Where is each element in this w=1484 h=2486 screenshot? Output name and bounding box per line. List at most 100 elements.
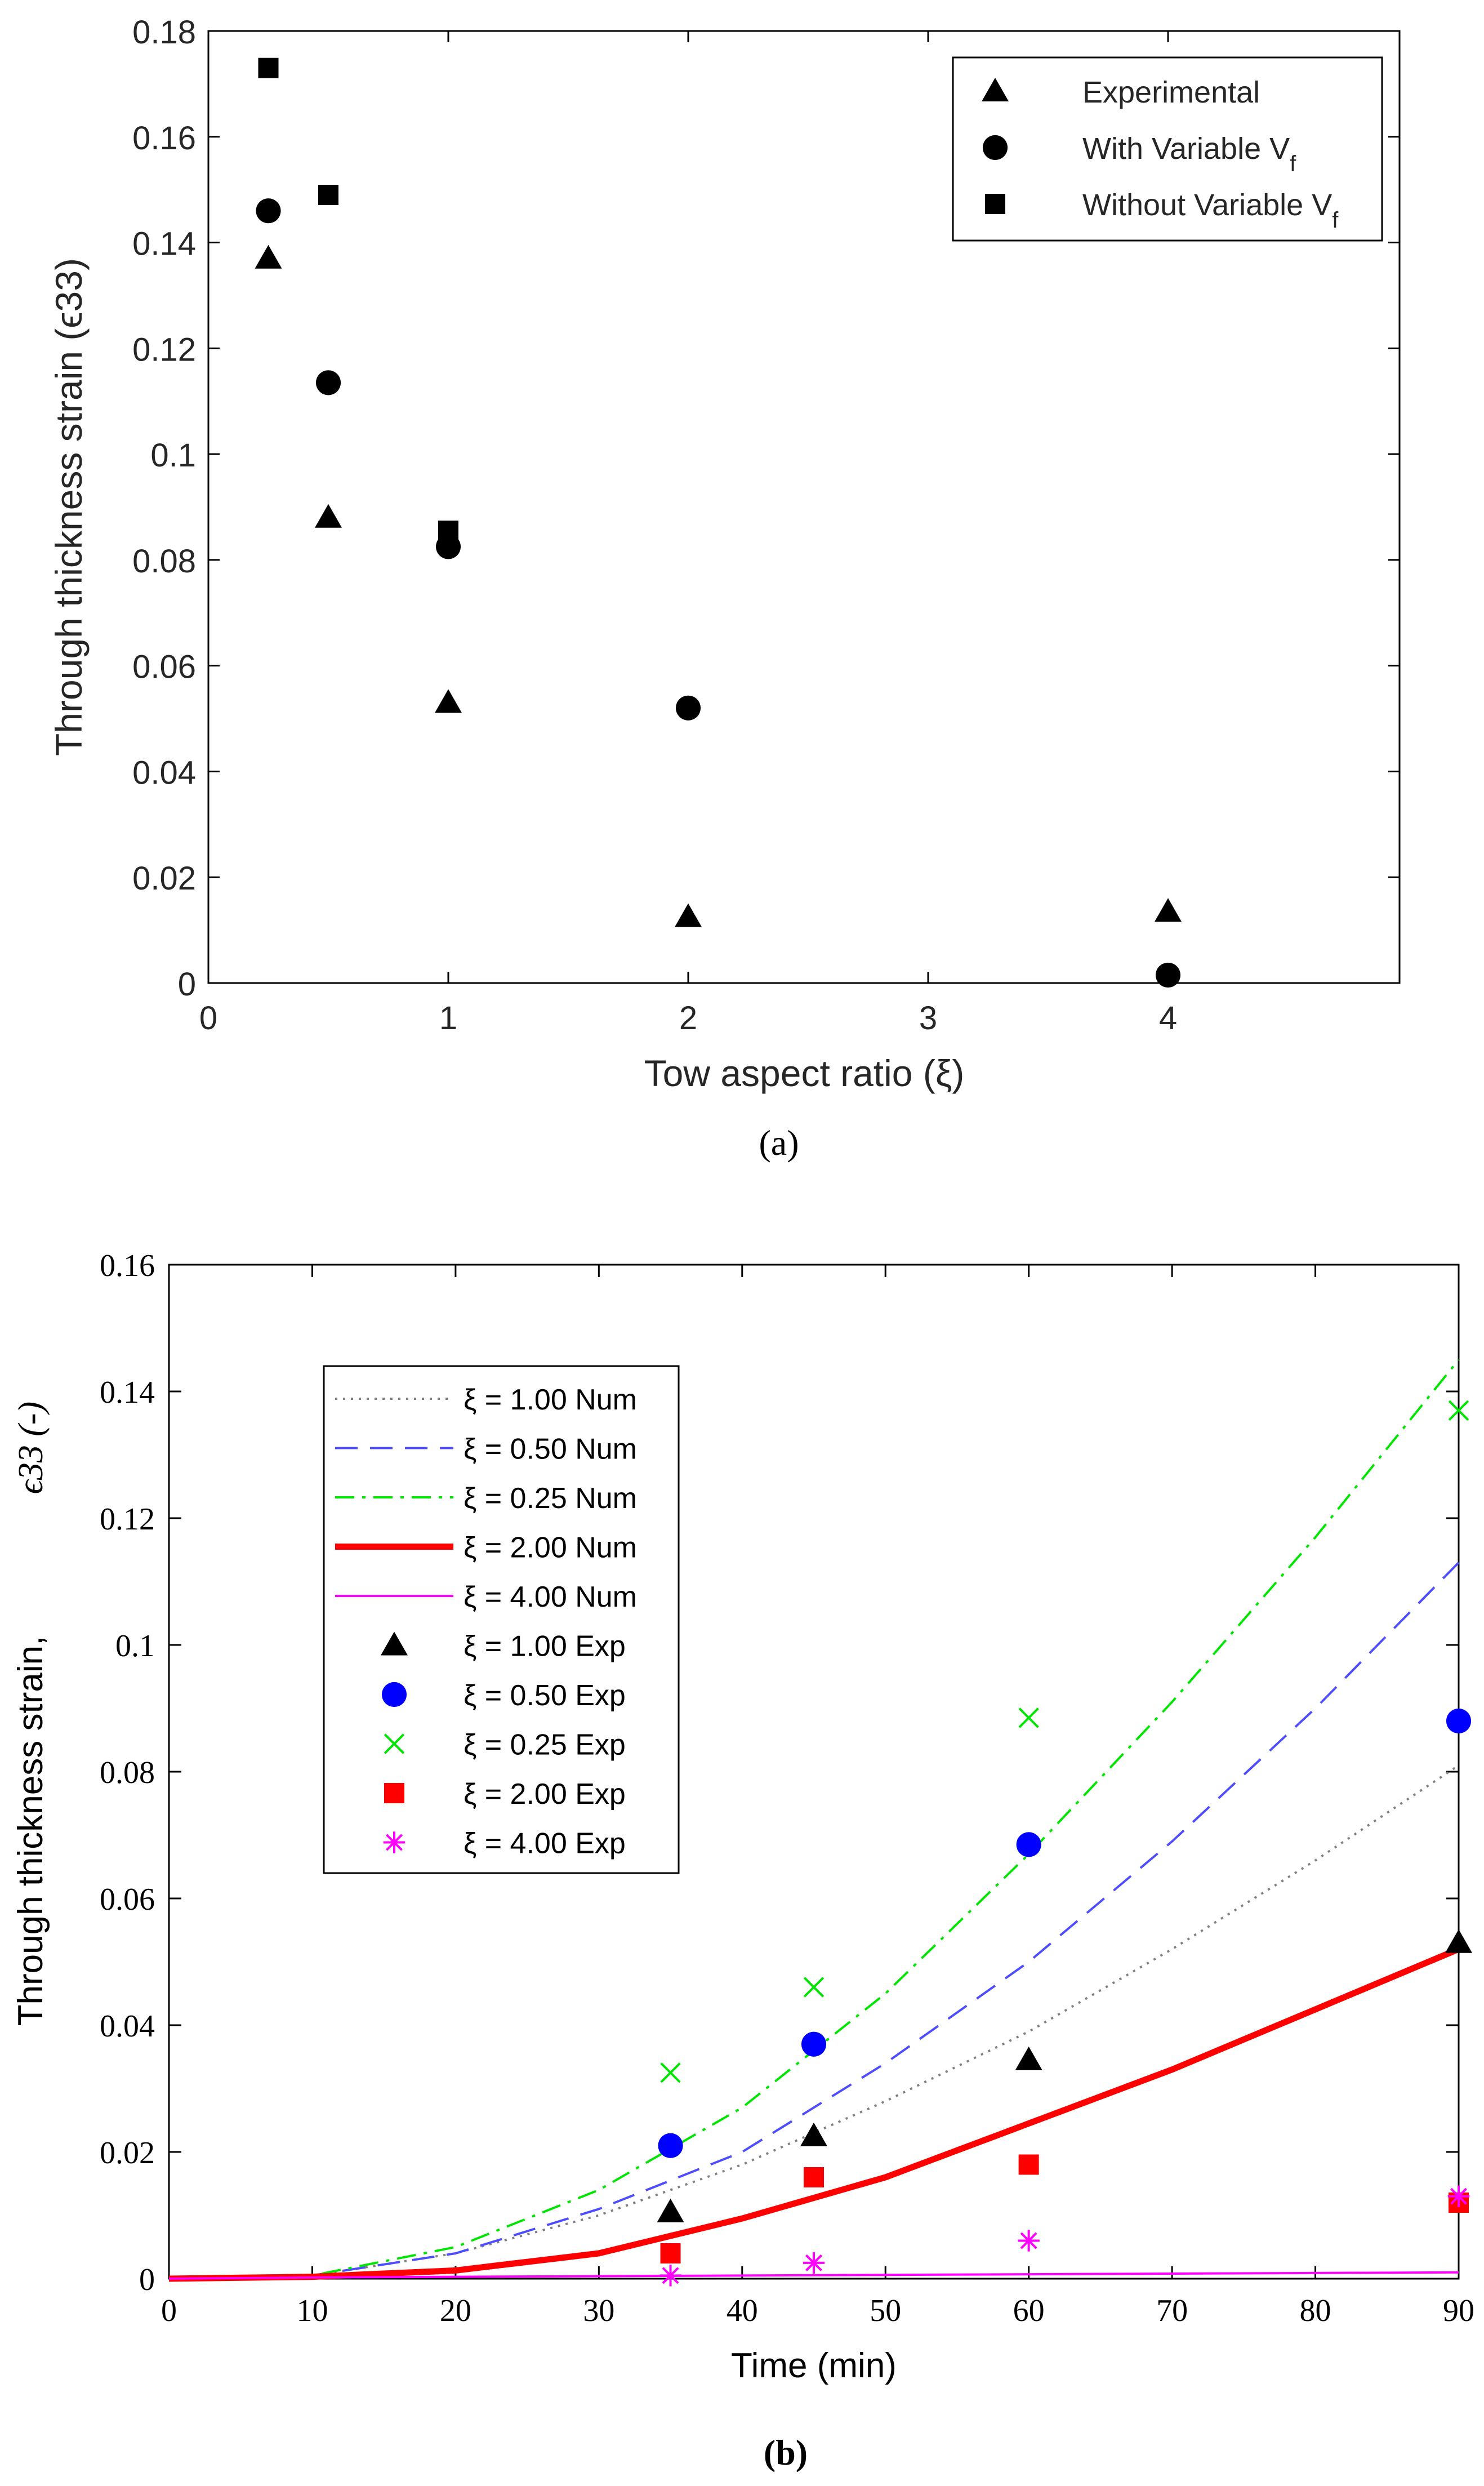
y-tick-label: 0.14 xyxy=(132,226,196,263)
x-tick-label: 2 xyxy=(679,1000,697,1037)
data-point-circle xyxy=(1446,1708,1472,1734)
data-point-x xyxy=(660,2062,681,2083)
x-tick-label: 90 xyxy=(1443,2293,1474,2328)
y-tick-label: 0 xyxy=(178,966,196,1003)
legend-label: Experimental xyxy=(1082,75,1260,109)
data-point-square xyxy=(804,2167,824,2187)
y-tick-label: 0.12 xyxy=(100,1502,155,1537)
chart-b-legend: ξ = 1.00 Num ξ = 0.50 Num ξ = 0.25 Num ξ = … xyxy=(323,1365,680,1874)
y-tick-label: 0.04 xyxy=(132,754,196,791)
series-line-solid xyxy=(168,2271,1459,2280)
y-tick-label: 0 xyxy=(139,2262,155,2297)
y-tick-label: 0.1 xyxy=(150,437,196,474)
y-tick-label: 0.16 xyxy=(100,1248,155,1283)
data-point-triangle xyxy=(1015,2046,1042,2070)
data-point-asterisk xyxy=(1447,2185,1470,2207)
x-tick-label: 50 xyxy=(870,2293,901,2328)
data-point-circle xyxy=(315,370,341,395)
data-point-asterisk xyxy=(1018,2230,1040,2252)
y-tick-label: 0.08 xyxy=(132,543,196,580)
legend-marker-square xyxy=(384,1783,404,1803)
x-tick-label: 0 xyxy=(199,1000,217,1037)
data-point-square xyxy=(258,57,279,78)
legend-marker-square xyxy=(985,194,1005,214)
y-tick-label: 0.1 xyxy=(115,1629,155,1664)
legend-label-subscript: f xyxy=(1332,208,1339,233)
chart-b-y-axis: 0 0.02 0.04 0.06 0.08 0.1 0.12 0.14 0.16 xyxy=(100,1248,1459,2297)
chart-b-ylabel-symbol: ϵ33 (-) xyxy=(12,1402,50,1494)
y-tick-label: 0.04 xyxy=(100,2009,155,2044)
legend-label: ξ = 0.50 Exp xyxy=(464,1679,626,1712)
y-tick-label: 0.16 xyxy=(132,120,196,157)
legend-label: ξ = 0.50 Num xyxy=(464,1433,637,1466)
chart-b-caption: (b) xyxy=(764,2432,808,2472)
x-tick-label: 70 xyxy=(1156,2293,1188,2328)
data-point-triangle xyxy=(315,504,342,528)
chart-a: 0 0.02 0.04 0.06 0.08 0.1 0.12 0.14 0.16 0.18 0 1 2… xyxy=(48,14,1401,1163)
chart-a-marks xyxy=(255,57,1182,988)
data-point-x xyxy=(1018,1707,1039,1728)
legend-label: ξ = 0.25 Num xyxy=(464,1482,637,1515)
data-point-circle xyxy=(256,198,281,224)
y-tick-label: 0.18 xyxy=(132,14,196,51)
y-tick-label: 0.08 xyxy=(100,1755,155,1790)
legend-box xyxy=(952,56,1383,242)
data-point-square xyxy=(318,185,338,206)
x-tick-label: 60 xyxy=(1013,2293,1045,2328)
legend-marker-circle xyxy=(381,1682,407,1707)
data-point-x xyxy=(1448,1400,1469,1421)
data-point-triangle xyxy=(1155,898,1182,922)
x-tick-label: 20 xyxy=(440,2293,471,2328)
legend-marker-circle xyxy=(982,135,1008,161)
y-tick-label: 0.14 xyxy=(100,1375,155,1410)
data-point-triangle xyxy=(255,244,282,269)
data-point-asterisk xyxy=(659,2265,681,2287)
legend-label: ξ = 1.00 Exp xyxy=(464,1630,626,1663)
x-tick-label: 1 xyxy=(439,1000,457,1037)
data-point-triangle xyxy=(1445,1929,1472,1953)
x-tick-label: 4 xyxy=(1159,1000,1177,1037)
chart-b-ylabel: Through thickness strain, xyxy=(11,1636,50,2026)
x-tick-label: 80 xyxy=(1300,2293,1331,2328)
data-point-circle xyxy=(1155,962,1181,988)
y-tick-label: 0.02 xyxy=(132,860,196,897)
chart-a-xlabel: Tow aspect ratio (ξ) xyxy=(644,1052,965,1094)
data-point-triangle xyxy=(800,2122,827,2146)
legend-label: ξ = 4.00 Num xyxy=(464,1581,637,1613)
chart-a-caption: (a) xyxy=(759,1123,799,1163)
data-point-square xyxy=(1018,2154,1039,2175)
data-point-triangle xyxy=(675,903,702,927)
legend-label: ξ = 2.00 Exp xyxy=(464,1778,626,1811)
legend-marker-asterisk xyxy=(383,1831,405,1853)
data-point-x xyxy=(803,1977,825,1998)
chart-b-marks xyxy=(657,1400,1472,2287)
data-point-square xyxy=(660,2243,681,2263)
chart-a-y-axis: 0 0.02 0.04 0.06 0.08 0.1 0.12 0.14 0.16 0.18 xyxy=(132,14,1400,1003)
legend-marker-triangle xyxy=(982,78,1009,101)
y-tick-label: 0.06 xyxy=(132,649,196,686)
chart-b-xlabel: Time (min) xyxy=(731,2346,897,2385)
data-point-triangle xyxy=(435,689,462,713)
data-point-circle xyxy=(1016,1832,1041,1857)
x-tick-label: 10 xyxy=(296,2293,328,2328)
x-tick-label: 3 xyxy=(919,1000,937,1037)
chart-b-x-axis: 0 10 20 30 40 50 60 70 80 90 xyxy=(161,1265,1474,2328)
x-tick-label: 0 xyxy=(161,2293,177,2328)
chart-b: 0 0.02 0.04 0.06 0.08 0.1 0.12 0.14 0.16 0 10 20 30… xyxy=(11,1248,1474,2472)
series-line-dashed xyxy=(168,1562,1460,2280)
y-tick-label: 0.06 xyxy=(100,1882,155,1917)
legend-label: ξ = 0.25 Exp xyxy=(464,1729,626,1762)
x-tick-label: 40 xyxy=(727,2293,758,2328)
legend-box xyxy=(323,1365,680,1874)
data-point-asterisk xyxy=(803,2252,825,2274)
x-tick-label: 30 xyxy=(583,2293,614,2328)
legend-label: ξ = 1.00 Num xyxy=(464,1384,637,1416)
legend-marker-triangle xyxy=(381,1631,408,1656)
data-point-triangle xyxy=(657,2198,684,2222)
data-point-circle xyxy=(801,2031,827,2057)
legend-label: ξ = 2.00 Num xyxy=(464,1532,637,1564)
legend-marker-x xyxy=(384,1733,405,1754)
y-tick-label: 0.12 xyxy=(132,331,196,368)
